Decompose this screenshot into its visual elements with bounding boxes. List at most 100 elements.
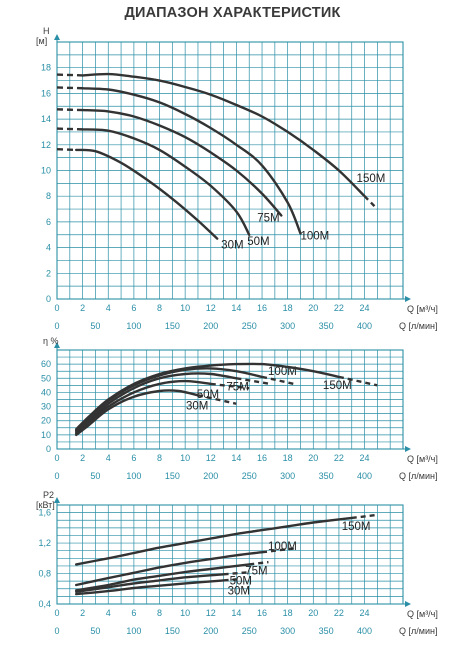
x2-axis-label: Q [л/мин]: [399, 321, 437, 331]
series-dashed-end: [338, 375, 378, 387]
y-tick-label: 1,2: [38, 538, 51, 548]
y-tick-label: 0,4: [38, 599, 51, 609]
y-tick-label: 4: [46, 243, 51, 253]
x-tick-label: 16: [257, 453, 267, 463]
x2-tick-label: 0: [54, 626, 59, 636]
y-tick-label: 60: [41, 359, 51, 369]
x-tick-label: 8: [157, 608, 162, 618]
series-line: [75, 563, 251, 592]
page-title: ДИАПАЗОН ХАРАКТЕРИСТИК: [124, 5, 341, 21]
series-100M: 100M: [75, 541, 297, 587]
x-tick-label: 6: [131, 608, 136, 618]
y-tick-label: 50: [41, 373, 51, 383]
series-dashed-end: [261, 375, 295, 386]
x2-tick-label: 50: [90, 471, 100, 481]
y-tick-label: 0: [46, 294, 51, 304]
y-tick-label: 16: [41, 88, 51, 98]
x-tick-label: 2: [80, 303, 85, 313]
x-tick-label: 18: [283, 453, 293, 463]
x-tick-label: 12: [206, 453, 216, 463]
x2-tick-label: 300: [280, 471, 295, 481]
series-dashed-start: [56, 127, 83, 131]
series-label: 150M: [342, 521, 371, 533]
x-tick-label: 8: [157, 303, 162, 313]
y-tick-label: 10: [41, 430, 51, 440]
series-dashed-start: [56, 108, 83, 112]
series-label: 50M: [230, 575, 252, 587]
grid: [54, 34, 411, 302]
x-tick-label: 22: [334, 303, 344, 313]
x2-axis-label: Q [л/мин]: [399, 626, 437, 636]
y-tick-label: 1,6: [38, 508, 51, 518]
x2-tick-label: 350: [319, 626, 334, 636]
x2-axis-label: Q [л/мин]: [399, 471, 437, 481]
series-line: [81, 72, 366, 198]
x-tick-label: 0: [54, 608, 59, 618]
series-30M: 30M: [56, 147, 244, 252]
x2-tick-label: 400: [357, 626, 372, 636]
series-label: 75M: [226, 381, 248, 393]
series-dashed-end: [363, 195, 379, 210]
series-label: 75M: [245, 565, 267, 577]
series-label: 50M: [197, 389, 219, 401]
y-tick-label: 10: [41, 166, 51, 176]
series-150M: 150M: [75, 513, 378, 566]
series-line: [75, 516, 353, 566]
x-tick-label: 18: [283, 303, 293, 313]
series-label: 100M: [268, 366, 297, 378]
x-tick-label: 0: [54, 453, 59, 463]
x-tick-label: 14: [231, 608, 241, 618]
x2-tick-label: 300: [280, 626, 295, 636]
series-label: 100M: [268, 541, 297, 553]
y-tick-label: 18: [41, 63, 51, 73]
series-dashed-start: [56, 73, 83, 77]
series-50M: 50M: [56, 127, 270, 248]
x-tick-label: 6: [131, 453, 136, 463]
y-tick-label: 14: [41, 114, 51, 124]
x2-tick-label: 250: [242, 321, 257, 331]
series-dashed-end: [223, 571, 250, 576]
x-tick-label: 20: [308, 608, 318, 618]
x-axis-label: Q [м³/ч]: [407, 454, 438, 464]
series-75M: 75M: [56, 108, 283, 224]
x-tick-label: 2: [80, 608, 85, 618]
x2-tick-label: 50: [90, 321, 100, 331]
x-tick-label: 14: [231, 453, 241, 463]
x2-tick-label: 250: [242, 626, 257, 636]
series-50M: 50M: [75, 571, 252, 593]
chart-panel-3: 0,40,81,21,60 2 4 6 8 10 12 14 16 18 20 22 240 50 100 1…: [36, 490, 438, 636]
x2-tick-label: 350: [319, 321, 334, 331]
x-tick-label: 12: [206, 608, 216, 618]
series-line: [75, 362, 341, 431]
series-line: [75, 389, 200, 437]
x2-tick-label: 200: [203, 321, 218, 331]
series-dashed-start: [56, 86, 83, 90]
x-tick-label: 8: [157, 453, 162, 463]
series-150M: 150M: [56, 72, 386, 210]
y-tick-label: 20: [41, 416, 51, 426]
y-axis-label: H: [43, 26, 50, 36]
series-dashed-end: [249, 560, 269, 566]
series-label: 150M: [357, 173, 386, 185]
x2-tick-label: 250: [242, 471, 257, 481]
y-axis-unit: [м]: [36, 36, 47, 46]
x-axis-label: Q [м³/ч]: [407, 304, 438, 314]
x-tick-label: 18: [283, 608, 293, 618]
y-axis-unit: [кВт]: [36, 500, 55, 510]
y-axis-label: η %: [43, 336, 59, 346]
x-tick-label: 16: [257, 303, 267, 313]
series-line: [75, 148, 219, 240]
series-line: [81, 128, 251, 236]
series-30M: 30M: [75, 389, 237, 437]
y-tick-label: 0: [46, 444, 51, 454]
x2-tick-label: 0: [54, 471, 59, 481]
series-75M: 75M: [75, 372, 269, 434]
y-tick-label: 12: [41, 140, 51, 150]
x-tick-label: 20: [308, 453, 318, 463]
series-label: 30M: [221, 240, 243, 252]
x-tick-label: 20: [308, 303, 318, 313]
series-label: 30M: [228, 585, 250, 597]
series-30M: 30M: [75, 578, 250, 597]
